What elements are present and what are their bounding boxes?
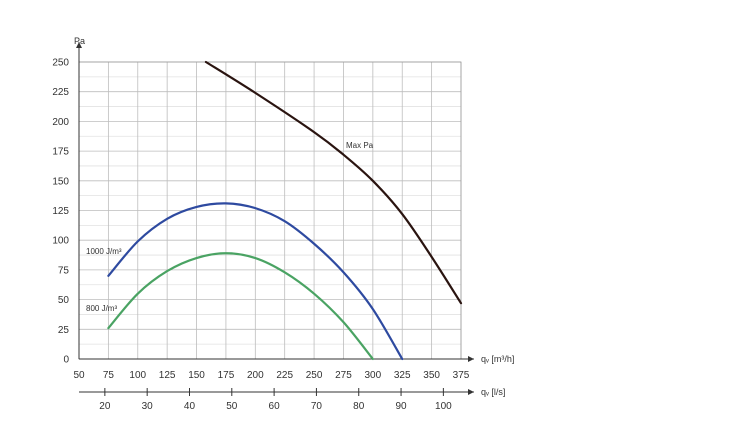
x2-tick-label: 50 [226, 401, 238, 412]
x2-tick-label: 20 [99, 401, 111, 412]
series-label-1000: 1000 J/m³ [86, 247, 122, 256]
x-tick-label: 50 [73, 370, 85, 381]
y-axis-label: Pa [74, 36, 85, 46]
x-tick-label: 250 [306, 370, 323, 381]
y-axis-arrow [76, 42, 82, 48]
x-tick-label: 125 [159, 370, 176, 381]
y-tick-label: 50 [58, 295, 70, 306]
x-tick-label: 300 [365, 370, 382, 381]
x-tick-label: 200 [247, 370, 264, 381]
x2-tick-label: 30 [142, 401, 154, 412]
x-tick-label: 150 [188, 370, 205, 381]
x2-tick-label: 100 [435, 401, 452, 412]
x2-tick-label: 90 [395, 401, 407, 412]
x-tick-label: 350 [423, 370, 440, 381]
series-line-0 [204, 60, 463, 305]
x-axis-primary-label: qᵥ [m³/h] [481, 354, 514, 364]
x-axis-arrow [468, 356, 474, 362]
labels: Pa qᵥ [m³/h] qᵥ [l/s] Max Pa 1000 J/m³ 8… [74, 36, 514, 397]
grid [78, 61, 462, 360]
x2-axis-arrow [468, 389, 474, 395]
y-tick-label: 250 [52, 58, 69, 69]
y-tick-label: 0 [63, 355, 69, 366]
x2-tick-label: 40 [184, 401, 196, 412]
x-axis-secondary-label: qᵥ [l/s] [481, 387, 505, 397]
x-tick-label: 275 [335, 370, 352, 381]
x-tick-label: 375 [453, 370, 470, 381]
x-tick-label: 175 [218, 370, 235, 381]
x-tick-label: 325 [394, 370, 411, 381]
y-tick-label: 150 [52, 176, 69, 187]
y-tick-label: 100 [52, 236, 69, 247]
x-tick-label: 100 [129, 370, 146, 381]
y-tick-label: 125 [52, 206, 69, 217]
series-line-1 [107, 202, 404, 361]
axes: 0 25 50 75 100 125 150 175 200 225 250 50 75 100 125 15… [52, 42, 474, 412]
series [107, 60, 463, 361]
series-line-2 [107, 252, 374, 361]
x-tick-label: 225 [276, 370, 293, 381]
y-tick-label: 25 [58, 325, 70, 336]
x2-tick-label: 70 [311, 401, 323, 412]
y-tick-label: 225 [52, 87, 69, 98]
x2-tick-label: 60 [269, 401, 281, 412]
x-tick-label: 75 [103, 370, 115, 381]
x2-tick-label: 80 [353, 401, 365, 412]
y-tick-label: 175 [52, 147, 69, 158]
series-label-800: 800 J/m³ [86, 304, 117, 313]
series-label-max-pa: Max Pa [346, 141, 374, 150]
y-tick-label: 200 [52, 117, 69, 128]
y-tick-label: 75 [58, 265, 70, 276]
